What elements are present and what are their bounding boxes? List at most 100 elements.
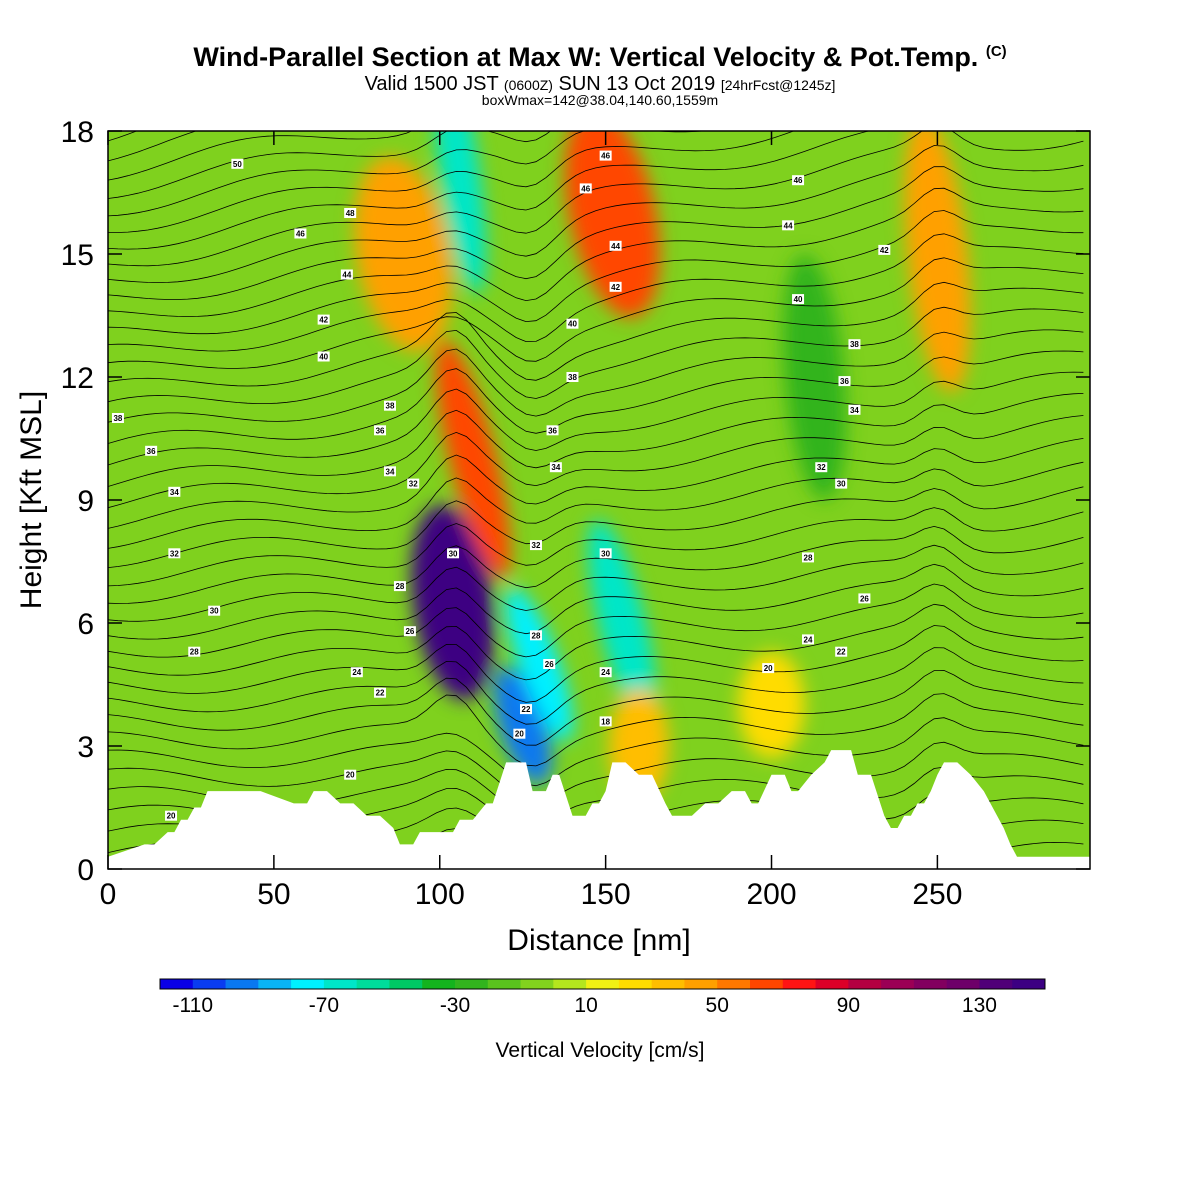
contour-label-box <box>520 704 533 715</box>
contour-label: 38 <box>568 373 577 382</box>
contour-label-box <box>111 413 124 423</box>
contour-line <box>108 281 1084 387</box>
x-tick-label: 250 <box>912 878 962 911</box>
contour-label-box <box>317 351 330 362</box>
colorbar-swatch <box>323 979 358 989</box>
contour-label-box <box>294 228 307 239</box>
x-axis: 0 50 100 150 200 250 <box>100 131 962 911</box>
contour-line <box>108 131 795 233</box>
contour-label: 22 <box>837 648 846 657</box>
y-tick-label: 12 <box>61 362 94 395</box>
contour-label: 26 <box>405 627 414 636</box>
contour-label-box <box>168 548 181 559</box>
colorbar-swatch <box>422 979 456 989</box>
contour-label-box <box>383 400 396 411</box>
contour-label: 34 <box>170 488 179 497</box>
contour-line <box>108 438 1084 529</box>
velocity-cell <box>354 156 453 352</box>
x-axis-label: Distance [nm] <box>507 924 690 957</box>
contour-label-box <box>208 605 221 616</box>
velocity-cell <box>493 666 552 785</box>
contour-line <box>108 145 1084 284</box>
contour-label: 38 <box>386 402 395 411</box>
contour-label-box <box>762 663 775 674</box>
contour-line <box>108 306 1084 404</box>
colorbar-swatch <box>1012 979 1046 989</box>
contour-line <box>108 563 1084 640</box>
contour-label-box <box>168 486 181 497</box>
contour-line <box>108 461 1084 549</box>
contour-label-box <box>383 466 396 477</box>
contour-label: 44 <box>611 242 620 251</box>
colorbar: -110 -70 -30 10 50 90 130 <box>159 978 1046 1017</box>
colorbar-swatch <box>225 979 259 989</box>
contour-label: 32 <box>170 549 179 558</box>
contour-label: 24 <box>352 668 361 677</box>
contour-label: 36 <box>147 447 156 456</box>
contour-label-box <box>188 646 201 657</box>
contour-label: 36 <box>376 426 385 435</box>
colorbar-title: Vertical Velocity [cm/s] <box>496 1039 705 1062</box>
contour-line <box>108 131 138 142</box>
colorbar-tick-label: -110 <box>173 994 213 1017</box>
colorbar-tick-label: 90 <box>837 994 860 1017</box>
contour-label-box <box>393 581 406 592</box>
contour-label-box <box>145 445 158 456</box>
contour-label-box <box>609 281 622 292</box>
contour-label-box <box>374 687 387 698</box>
contour-label-box <box>566 372 579 382</box>
colorbar-tick-label: 50 <box>706 994 729 1017</box>
contour-line <box>108 329 1084 423</box>
contour-label: 46 <box>794 176 803 185</box>
contour-label-box <box>165 810 178 821</box>
contour-label: 46 <box>296 230 305 239</box>
y-tick-label: 15 <box>61 239 94 272</box>
valid-date: SUN 13 Oct 2019 <box>558 73 716 95</box>
colorbar-swatch <box>192 979 227 989</box>
colorbar-swatch <box>455 979 489 989</box>
velocity-cell <box>435 339 511 579</box>
contour-line <box>108 583 1084 658</box>
colorbar-swatch <box>881 979 915 989</box>
contour-label: 32 <box>409 480 418 489</box>
valid-time: Valid 1500 JST <box>364 73 499 95</box>
contour-label: 26 <box>545 660 554 669</box>
contour-line <box>108 625 1084 703</box>
colorbar-swatch <box>717 979 751 989</box>
contour-label-box <box>802 552 815 563</box>
colorbar-swatch <box>258 979 292 989</box>
contour-label-box <box>231 158 244 169</box>
contour-label-box <box>848 404 861 415</box>
contour-label-box <box>549 462 562 473</box>
colorbar-swatch <box>913 979 948 989</box>
colorbar-swatch <box>553 979 587 989</box>
contour-label: 28 <box>190 648 199 657</box>
contour-label-box <box>566 318 579 329</box>
colorbar-swatch <box>356 979 390 989</box>
contour-label: 42 <box>880 246 889 255</box>
y-tick-label: 9 <box>77 485 94 518</box>
contour-label: 20 <box>764 664 773 673</box>
contour-label-box <box>792 175 805 186</box>
y-axis-label: Height [Kft MSL] <box>15 391 48 609</box>
contour-line <box>108 415 1084 509</box>
colorbar-swatch <box>782 979 817 989</box>
y-tick-label: 0 <box>77 854 94 887</box>
contour-label-box <box>782 220 795 231</box>
contour-line <box>108 131 871 250</box>
contour-label: 24 <box>804 635 813 644</box>
contour-label-box <box>835 478 848 489</box>
contour-label-box <box>599 548 612 559</box>
contour-label-box <box>802 634 815 645</box>
contour-label: 36 <box>548 426 557 435</box>
contour-label: 44 <box>342 271 351 280</box>
contour-label-box <box>546 425 559 436</box>
contour-label: 20 <box>167 812 176 821</box>
contour-label-box <box>407 478 420 489</box>
velocity-cell <box>564 131 660 318</box>
chart-subtitle-2: boxWmax=142@38.04,140.60,1559m <box>481 92 719 108</box>
contour-label: 46 <box>581 184 590 193</box>
y-tick-label: 3 <box>77 731 94 764</box>
forecast-info: [24hrFcst@1245z] <box>720 77 836 93</box>
